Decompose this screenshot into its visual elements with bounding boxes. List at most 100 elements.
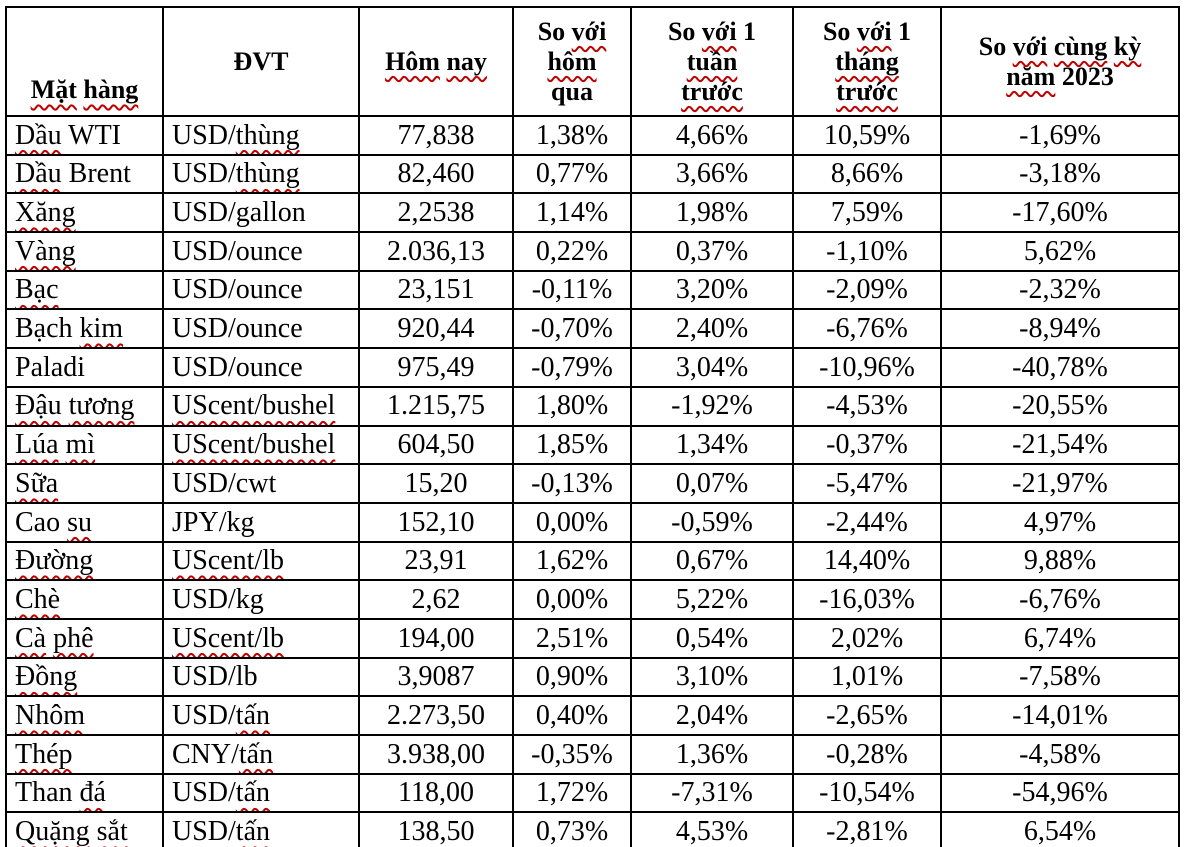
cell-today: 15,20 <box>358 463 514 504</box>
cell-vs_yesterday: 0,00% <box>512 579 632 620</box>
table-row: Nhôm USD/tấn 2.273,50 0,40% 2,04% -2,65% -14,0… <box>5 695 1180 736</box>
misspelled-word: tháng <box>835 46 899 76</box>
cell-unit: USD/ounce <box>162 231 360 272</box>
misspelled-word: Thép <box>15 738 73 770</box>
cell-vs_last_week: 0,07% <box>630 463 794 504</box>
cell-vs_last_week: 2,04% <box>630 695 794 736</box>
table-row: Bạch kim USD/ounce 920,44 -0,70% 2,40% -6,76%… <box>5 308 1180 350</box>
cell-today: 975,49 <box>358 347 514 388</box>
cell-vs_last_month: 1,01% <box>792 656 942 698</box>
cell-vs_yesterday: -0,35% <box>512 734 632 775</box>
cell-unit: USD/ounce <box>162 347 360 388</box>
cell-vs_last_month: -5,47% <box>792 463 942 504</box>
table-row: Dầu WTI USD/thùng 77,838 1,38% 4,66% 10,59% -1… <box>5 115 1180 156</box>
cell-today: 3.938,00 <box>358 734 514 775</box>
cell-unit: UScent/bushel <box>162 424 360 466</box>
cell-unit: UScent/lb <box>162 617 360 659</box>
cell-vs_same_period_2023: 5,62% <box>940 231 1180 272</box>
cell-unit: USD/ounce <box>162 269 360 311</box>
cell-name: Xăng <box>5 192 164 234</box>
cell-vs_last_month: -2,09% <box>792 269 942 311</box>
cell-today: 2.273,50 <box>358 695 514 736</box>
misspelled-word: Đường <box>15 545 94 577</box>
cell-vs_same_period_2023: -4,58% <box>940 734 1180 775</box>
table-row: Chè USD/kg 2,62 0,00% 5,22% -16,03% -6,76% <box>5 579 1180 620</box>
cell-vs_yesterday: 0,22% <box>512 231 632 272</box>
misspelled-word: UScent/lb <box>172 545 284 577</box>
cell-today: 77,838 <box>358 115 514 156</box>
misspelled-word: tấn <box>235 699 271 731</box>
cell-unit: USD/tấn <box>162 695 360 736</box>
cell-vs_last_month: -0,37% <box>792 424 942 466</box>
cell-unit: UScent/lb <box>162 540 360 582</box>
misspelled-word: mì <box>65 429 96 461</box>
misspelled-word: Nhôm <box>15 699 85 731</box>
cell-today: 2,62 <box>358 579 514 620</box>
table-row: Cao su JPY/kg 152,10 0,00% -0,59% -2,44% 4,97% <box>5 501 1180 543</box>
cell-vs_last_month: -2,65% <box>792 695 942 736</box>
cell-vs_same_period_2023: -14,01% <box>940 695 1180 736</box>
cell-today: 23,151 <box>358 269 514 311</box>
cell-vs_same_period_2023: -21,54% <box>940 424 1180 466</box>
cell-name: Paladi <box>5 347 164 388</box>
misspelled-word: thùng <box>235 119 300 151</box>
misspelled-word: Mặt <box>30 75 77 104</box>
table-row: Paladi USD/ounce 975,49 -0,79% 3,04% -10,96% -… <box>5 347 1180 388</box>
misspelled-word: Xăng <box>15 197 76 229</box>
misspelled-word: tấn <box>235 816 271 847</box>
table-row: Quặng sắt USD/tấn 138,50 0,73% 4,53% -2,81% 6,… <box>5 811 1180 847</box>
cell-vs_last_month: -1,10% <box>792 231 942 272</box>
misspelled-word: sắt <box>96 816 128 847</box>
cell-vs_last_week: -1,92% <box>630 385 794 427</box>
cell-vs_same_period_2023: -17,60% <box>940 192 1180 234</box>
misspelled-word: Cà <box>15 622 47 654</box>
cell-vs_last_month: -16,03% <box>792 579 942 620</box>
cell-unit: USD/thùng <box>162 115 360 156</box>
cell-vs_last_week: 0,67% <box>630 540 794 582</box>
cell-vs_last_month: -0,28% <box>792 734 942 775</box>
misspelled-word: cùng <box>1053 31 1108 61</box>
misspelled-word: UScent/bushel <box>172 429 336 461</box>
misspelled-word: hàng <box>83 75 139 104</box>
cell-vs_last_week: 5,22% <box>630 579 794 620</box>
cell-vs_last_week: 3,04% <box>630 347 794 388</box>
cell-vs_same_period_2023: 9,88% <box>940 540 1180 582</box>
cell-vs_last_week: 0,37% <box>630 231 794 272</box>
misspelled-word: Vàng <box>15 235 76 267</box>
misspelled-word: su <box>67 506 93 538</box>
table-row: Lúa mì UScent/bushel 604,50 1,85% 1,34% -0,37… <box>5 424 1180 466</box>
cell-today: 920,44 <box>358 308 514 350</box>
misspelled-word: hôm <box>547 46 597 76</box>
cell-vs_last_week: 3,66% <box>630 153 794 195</box>
cell-name: Lúa mì <box>5 424 164 466</box>
cell-vs_last_week: 4,53% <box>630 811 794 847</box>
cell-unit: USD/thùng <box>162 153 360 195</box>
cell-vs_same_period_2023: -21,97% <box>940 463 1180 504</box>
cell-today: 138,50 <box>358 811 514 847</box>
cell-vs_yesterday: 1,14% <box>512 192 632 234</box>
cell-vs_last_month: 7,59% <box>792 192 942 234</box>
cell-vs_same_period_2023: -54,96% <box>940 772 1180 814</box>
misspelled-word: trước <box>681 76 743 106</box>
table-row: Bạc USD/ounce 23,151 -0,11% 3,20% -2,09% -2,32… <box>5 269 1180 311</box>
cell-vs_last_month: -4,53% <box>792 385 942 427</box>
column-header-vs_same_period_2023: So với cùng kỳ năm 2023 <box>940 6 1180 117</box>
cell-name: Vàng <box>5 231 164 272</box>
cell-vs_yesterday: -0,13% <box>512 463 632 504</box>
misspelled-word: kim <box>79 313 124 345</box>
cell-unit: JPY/kg <box>162 501 360 543</box>
cell-vs_last_week: -0,59% <box>630 501 794 543</box>
cell-vs_yesterday: 1,72% <box>512 772 632 814</box>
cell-today: 152,10 <box>358 501 514 543</box>
cell-vs_last_week: 4,66% <box>630 115 794 156</box>
misspelled-word: trước <box>836 76 898 106</box>
cell-unit: USD/ounce <box>162 308 360 350</box>
cell-name: Quặng sắt <box>5 811 164 847</box>
cell-unit: USD/tấn <box>162 772 360 814</box>
cell-vs_last_month: 10,59% <box>792 115 942 156</box>
cell-name: Nhôm <box>5 695 164 736</box>
cell-vs_yesterday: 1,80% <box>512 385 632 427</box>
cell-unit: USD/cwt <box>162 463 360 504</box>
table-row: Đồng USD/lb 3,9087 0,90% 3,10% 1,01% -7,58% <box>5 656 1180 698</box>
cell-vs_last_week: 0,54% <box>630 617 794 659</box>
